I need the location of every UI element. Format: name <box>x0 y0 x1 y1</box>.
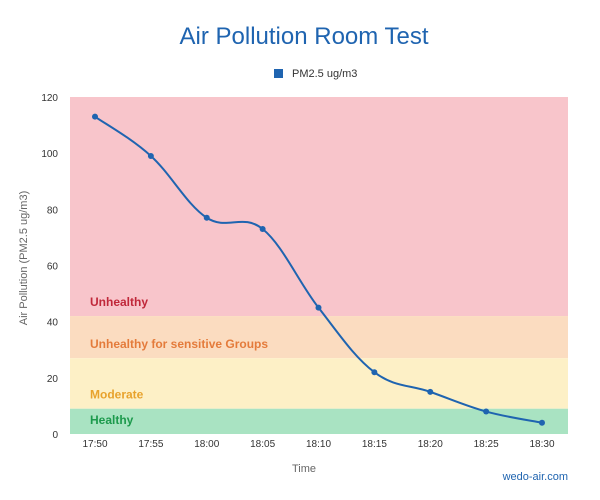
series-line-pm25 <box>94 115 543 424</box>
data-point-8 <box>539 419 545 426</box>
data-point-7 <box>483 408 490 415</box>
y-axis-label: Air Pollution (PM2.5 ug/m3) <box>18 191 30 326</box>
x-axis-ticks: 17:50 17:55 18:00 18:05 18:10 18:15 18:20 18:25… <box>82 439 554 450</box>
band-label-3: Healthy <box>90 413 134 427</box>
y-tick-label: 20 <box>47 374 59 385</box>
legend-label-pm25: PM2.5 ug/m3 <box>292 68 357 80</box>
x-tick-label: 17:55 <box>138 439 163 450</box>
band-1 <box>70 316 568 359</box>
y-tick-label: 40 <box>47 318 59 329</box>
y-tick-label: 100 <box>41 149 58 160</box>
data-point-2 <box>203 214 210 221</box>
data-point-0 <box>92 113 98 120</box>
data-point-6 <box>427 388 434 395</box>
x-tick-label: 18:10 <box>306 439 331 450</box>
band-2 <box>70 358 568 409</box>
aqi-band-labels: Unhealthy Unhealthy for sensitive Groups M… <box>90 295 268 427</box>
legend: PM2.5 ug/m3 <box>274 68 357 80</box>
y-axis-ticks: 0 20 40 60 80 100 120 <box>41 93 58 441</box>
x-tick-label: 18:05 <box>250 439 275 450</box>
x-tick-label: 18:00 <box>194 439 219 450</box>
band-0 <box>70 97 568 317</box>
data-point-1 <box>147 152 154 159</box>
aqi-bands <box>70 97 568 434</box>
data-point-5 <box>371 369 378 376</box>
y-tick-label: 60 <box>47 262 59 273</box>
x-tick-label: 18:15 <box>362 439 387 450</box>
y-tick-label: 0 <box>52 430 58 441</box>
x-tick-label: 18:20 <box>418 439 443 450</box>
data-point-4 <box>315 304 322 311</box>
x-tick-label: 18:30 <box>529 439 554 450</box>
legend-swatch-pm25 <box>274 69 283 78</box>
source-credit: wedo-air.com <box>502 471 568 483</box>
x-tick-label: 18:25 <box>474 439 499 450</box>
band-label-0: Unhealthy <box>90 295 148 309</box>
x-axis-label: Time <box>292 463 316 475</box>
band-label-2: Moderate <box>90 388 144 402</box>
x-tick-label: 17:50 <box>82 439 107 450</box>
band-label-1: Unhealthy for sensitive Groups <box>90 337 268 351</box>
chart-title: Air Pollution Room Test <box>180 23 429 50</box>
data-point-3 <box>259 225 266 232</box>
y-tick-label: 120 <box>41 93 58 104</box>
y-tick-label: 80 <box>47 205 59 216</box>
series-points-pm25 <box>92 113 545 426</box>
